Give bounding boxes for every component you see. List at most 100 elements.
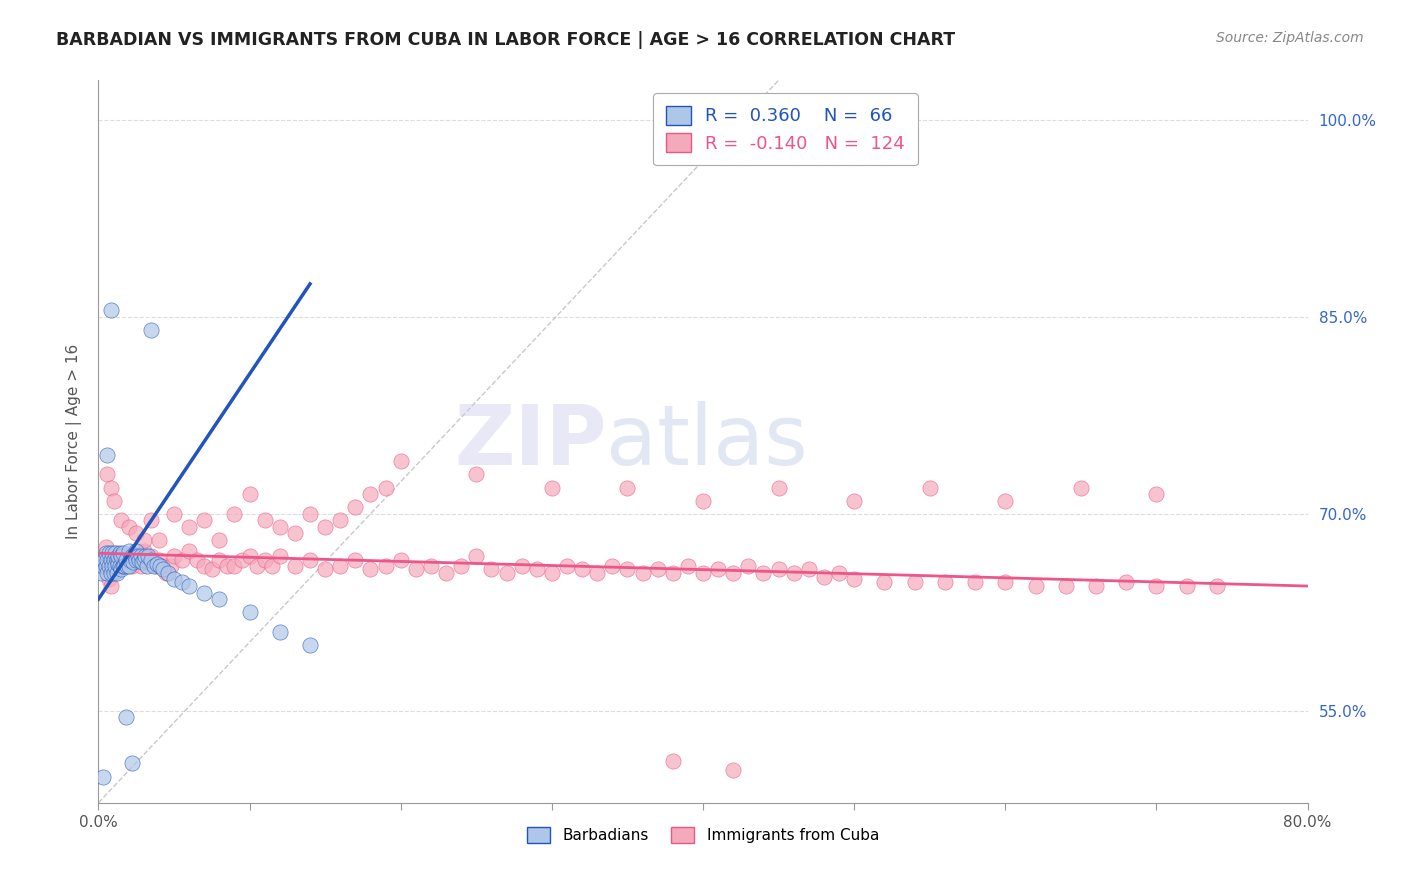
Point [129,549,152,563]
Point [1175,579,1198,593]
Point [844,573,866,587]
Point [103,553,125,567]
Point [526,562,548,576]
Point [676,559,699,574]
Point [208,553,231,567]
Point [661,754,683,768]
Point [1144,579,1167,593]
Point [110,562,132,576]
Point [98,559,121,574]
Point [111,546,134,560]
Point [193,559,215,574]
Point [132,543,155,558]
Point [132,533,155,547]
Point [299,638,322,652]
Point [90,566,112,580]
Point [108,553,131,567]
Point [389,553,412,567]
Point [253,513,276,527]
Point [104,559,127,574]
Point [108,559,131,574]
Point [145,559,167,574]
Point [616,562,638,576]
Point [1115,575,1137,590]
Point [465,467,488,482]
Point [692,493,714,508]
Point [91,559,114,574]
Point [1085,579,1108,593]
Point [141,323,163,337]
Point [121,549,143,563]
Point [193,585,215,599]
Point [193,513,215,527]
Point [314,520,336,534]
Point [314,562,336,576]
Point [107,557,129,571]
Point [112,559,135,574]
Point [179,543,201,558]
Point [239,605,262,619]
Point [918,481,941,495]
Point [299,507,322,521]
Point [124,549,146,563]
Point [965,575,987,590]
Point [96,467,118,482]
Point [96,559,118,574]
Point [692,566,714,580]
Point [132,553,155,567]
Point [100,553,122,567]
Point [115,559,138,574]
Point [170,575,193,590]
Point [148,553,170,567]
Point [647,562,669,576]
Y-axis label: In Labor Force | Age > 16: In Labor Force | Age > 16 [66,344,83,539]
Point [723,763,745,777]
Point [284,526,307,541]
Point [93,553,115,567]
Point [170,553,193,567]
Point [284,559,307,574]
Point [768,562,790,576]
Point [103,559,125,574]
Point [224,507,246,521]
Point [1070,481,1092,495]
Point [96,448,118,462]
Point [186,553,208,567]
Legend: Barbadians, Immigrants from Cuba: Barbadians, Immigrants from Cuba [520,821,886,849]
Point [149,559,172,574]
Point [904,575,927,590]
Point [156,566,179,580]
Point [208,533,231,547]
Point [114,557,136,571]
Point [602,559,624,574]
Point [586,566,609,580]
Point [146,557,169,571]
Point [100,579,122,593]
Point [105,546,128,560]
Point [450,559,472,574]
Point [110,513,132,527]
Point [179,520,201,534]
Point [224,559,246,574]
Point [616,481,638,495]
Point [111,559,134,574]
Point [100,566,122,580]
Point [103,493,125,508]
Point [98,573,121,587]
Point [118,520,141,534]
Point [813,570,835,584]
Point [179,579,201,593]
Point [96,553,118,567]
Point [103,566,125,580]
Point [141,549,163,563]
Point [434,566,457,580]
Point [707,562,730,576]
Point [495,566,517,580]
Point [150,559,173,574]
Point [135,559,157,574]
Point [239,549,262,563]
Point [994,575,1017,590]
Point [100,481,122,495]
Point [101,566,124,580]
Point [344,500,367,515]
